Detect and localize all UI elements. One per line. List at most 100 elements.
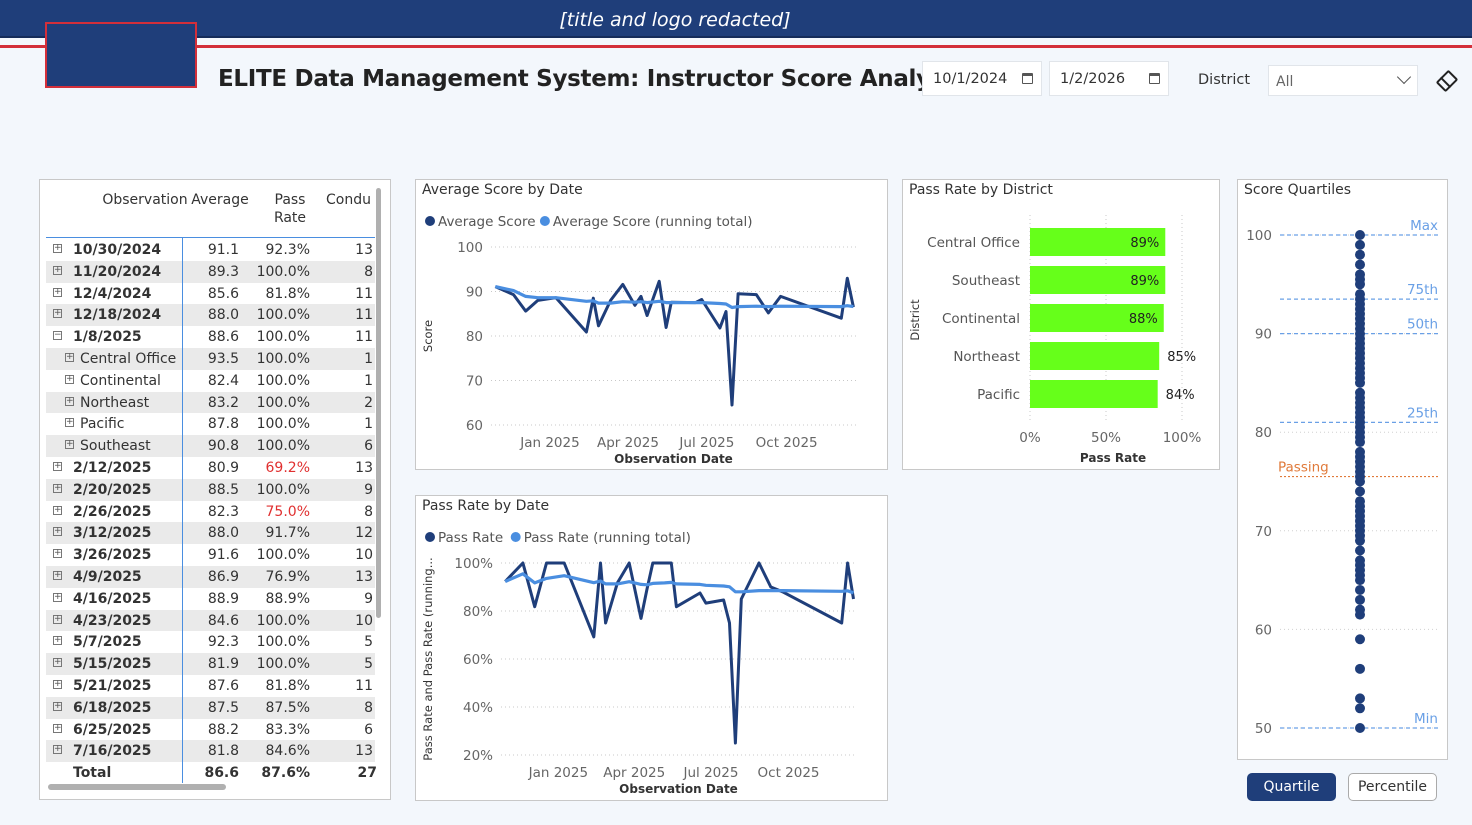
score-point[interactable] <box>1355 377 1365 388</box>
calendar-icon[interactable] <box>1149 73 1160 84</box>
start-date-input[interactable]: 10/1/2024 <box>922 61 1042 96</box>
legend-label[interactable]: Average Score <box>438 214 536 230</box>
legend-marker[interactable] <box>425 532 435 542</box>
table-row[interactable]: + Central Office 93.5 100.0% 1 <box>46 348 375 370</box>
score-point[interactable] <box>1355 723 1365 733</box>
expand-icon[interactable]: + <box>65 352 74 362</box>
table-row[interactable]: +3/26/2025 91.6 100.0% 10 <box>46 544 375 566</box>
legend-marker[interactable] <box>539 216 550 226</box>
score-point[interactable] <box>1355 279 1365 290</box>
table-row[interactable]: + Southeast 90.8 100.0% 6 <box>46 435 375 457</box>
bar[interactable] <box>1030 380 1158 408</box>
table-row[interactable]: +7/16/2025 81.8 84.6% 13 <box>46 740 375 763</box>
expand-icon[interactable]: + <box>53 657 62 668</box>
table-row[interactable]: +5/15/2025 81.9 100.0% 5 <box>46 653 375 675</box>
expand-icon[interactable]: + <box>53 635 62 646</box>
district-dropdown[interactable]: All <box>1268 65 1418 96</box>
table-row[interactable]: + Northeast 83.2 100.0% 2 <box>46 391 375 414</box>
score-point[interactable] <box>1355 575 1365 586</box>
expand-icon[interactable]: + <box>53 591 62 602</box>
table-row[interactable]: + Pacific 87.8 100.0% 1 <box>46 413 375 435</box>
score-point[interactable] <box>1355 486 1365 497</box>
percentile-button[interactable]: Percentile <box>1348 773 1437 801</box>
score-point[interactable] <box>1355 703 1365 714</box>
expand-icon[interactable]: + <box>53 504 62 515</box>
series-line-value[interactable] <box>504 561 855 745</box>
table-row[interactable]: +10/30/2024 91.1 92.3% 13 <box>46 239 375 261</box>
vertical-scrollbar[interactable] <box>376 188 381 618</box>
legend-label[interactable]: Average Score (running total) <box>553 214 753 230</box>
legend-label[interactable]: Pass Rate <box>438 530 503 546</box>
eraser-icon[interactable] <box>1435 69 1459 93</box>
score-point[interactable] <box>1355 545 1365 556</box>
expand-icon[interactable]: + <box>65 439 74 450</box>
score-point[interactable] <box>1355 609 1365 620</box>
expand-icon[interactable]: + <box>53 613 62 624</box>
expand-icon[interactable]: + <box>53 482 62 493</box>
score-point[interactable] <box>1355 693 1365 704</box>
score-point[interactable] <box>1355 663 1365 674</box>
col-header-conducted[interactable]: Condu <box>326 192 371 208</box>
table-row[interactable]: −1/8/2025 88.6 100.0% 11 <box>46 326 375 348</box>
expand-icon[interactable]: + <box>53 526 62 537</box>
table-row[interactable]: +5/7/2025 92.3 100.0% 5 <box>46 631 375 653</box>
table-row[interactable]: +11/20/2024 89.3 100.0% 8 <box>46 260 375 283</box>
col-header-pass-rate[interactable]: Pass Rate <box>273 192 307 226</box>
table-row[interactable]: +3/12/2025 88.0 91.7% 12 <box>46 522 375 545</box>
table-row[interactable]: +12/4/2024 85.6 81.8% 11 <box>46 283 375 305</box>
table-row[interactable]: +2/26/2025 82.3 75.0% 8 <box>46 501 375 523</box>
expand-icon[interactable]: + <box>53 264 62 275</box>
expand-icon[interactable]: + <box>53 461 62 471</box>
score-point[interactable] <box>1355 535 1365 546</box>
score-point[interactable] <box>1355 594 1365 605</box>
col-header-average[interactable]: Average <box>191 192 249 208</box>
expand-icon[interactable]: + <box>53 570 62 580</box>
chevron-down-icon <box>1396 69 1412 85</box>
series-line-running-total[interactable] <box>504 572 855 595</box>
bar[interactable] <box>1030 304 1164 332</box>
score-point[interactable] <box>1355 437 1365 448</box>
expand-icon[interactable]: + <box>53 286 62 297</box>
legend-marker[interactable] <box>425 216 435 226</box>
score-point[interactable] <box>1355 239 1365 250</box>
score-point[interactable] <box>1355 259 1365 270</box>
calendar-icon[interactable] <box>1022 73 1033 84</box>
expand-icon[interactable]: + <box>53 744 62 755</box>
table-row[interactable]: +6/25/2025 88.2 83.3% 6 <box>46 719 375 741</box>
expand-icon[interactable]: + <box>65 417 74 428</box>
score-point[interactable] <box>1355 476 1365 487</box>
table-row[interactable]: +12/18/2024 88.0 100.0% 11 <box>46 304 375 327</box>
end-date-input[interactable]: 1/2/2026 <box>1049 61 1169 96</box>
table-row[interactable]: +5/21/2025 87.6 81.8% 11 <box>46 675 375 697</box>
expand-icon[interactable]: + <box>53 722 62 733</box>
expand-icon[interactable]: + <box>53 243 62 253</box>
expand-icon[interactable]: + <box>65 395 74 406</box>
bar[interactable] <box>1030 228 1166 256</box>
col-header-observation[interactable]: Observation <box>102 192 188 208</box>
score-point[interactable] <box>1355 249 1365 260</box>
legend-marker[interactable] <box>510 532 521 542</box>
table-row[interactable]: +4/23/2025 84.6 100.0% 10 <box>46 609 375 632</box>
collapse-icon[interactable]: − <box>53 330 62 341</box>
table-row[interactable]: +2/12/2025 80.9 69.2% 13 <box>46 457 375 479</box>
quartile-button[interactable]: Quartile <box>1247 773 1336 801</box>
horizontal-scrollbar[interactable] <box>48 784 226 790</box>
expand-icon[interactable]: + <box>53 679 62 689</box>
expand-icon[interactable]: + <box>53 308 62 319</box>
table-row[interactable]: +2/20/2025 88.5 100.0% 9 <box>46 478 375 501</box>
table-row[interactable]: +6/18/2025 87.5 87.5% 8 <box>46 696 375 719</box>
table-row[interactable]: + Continental 82.4 100.0% 1 <box>46 370 375 392</box>
score-point[interactable] <box>1355 634 1365 645</box>
expand-icon[interactable]: + <box>53 700 62 711</box>
expand-icon[interactable]: + <box>53 548 62 559</box>
table-row[interactable]: +4/16/2025 88.9 88.9% 9 <box>46 588 375 610</box>
legend-label[interactable]: Pass Rate (running total) <box>524 530 691 546</box>
bar[interactable] <box>1030 342 1160 370</box>
series-line-running-total[interactable] <box>494 285 854 310</box>
table-row[interactable]: +4/9/2025 86.9 76.9% 13 <box>46 566 375 588</box>
series-line-value[interactable] <box>494 276 855 407</box>
expand-icon[interactable]: + <box>65 373 74 384</box>
bar[interactable] <box>1030 266 1166 294</box>
score-point[interactable] <box>1355 230 1365 240</box>
score-point[interactable] <box>1355 584 1365 595</box>
